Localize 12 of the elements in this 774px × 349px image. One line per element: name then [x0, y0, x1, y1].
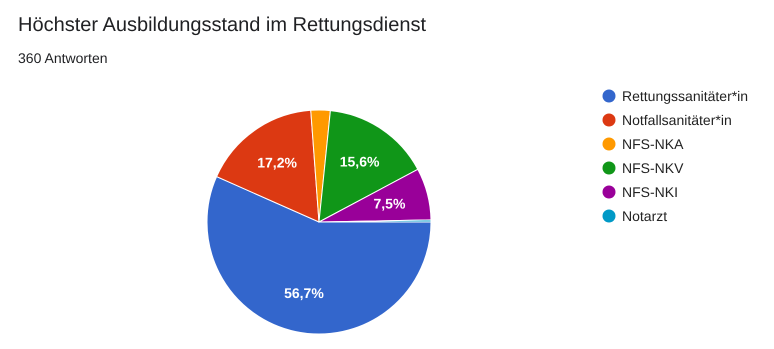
data-label: 56,7% [284, 285, 324, 302]
data-label: 7,5% [374, 196, 406, 212]
text: 360 Antworten [18, 50, 108, 66]
legend-label: Notfallsanitäter*in [622, 112, 732, 128]
data-label: 17,2% [257, 154, 298, 170]
legend-label: NFS-NKA [622, 136, 684, 152]
chart-title: Höchster Ausbildungsstand im Rettungsdienst [18, 14, 426, 36]
data-label: 15,6% [340, 153, 380, 170]
legend-label: Rettungssanitäter*in [622, 88, 748, 104]
legend-label: NFS-NKI [622, 184, 678, 200]
legend-label: NFS-NKV [622, 160, 684, 176]
legend-label: Notarzt [622, 208, 668, 224]
